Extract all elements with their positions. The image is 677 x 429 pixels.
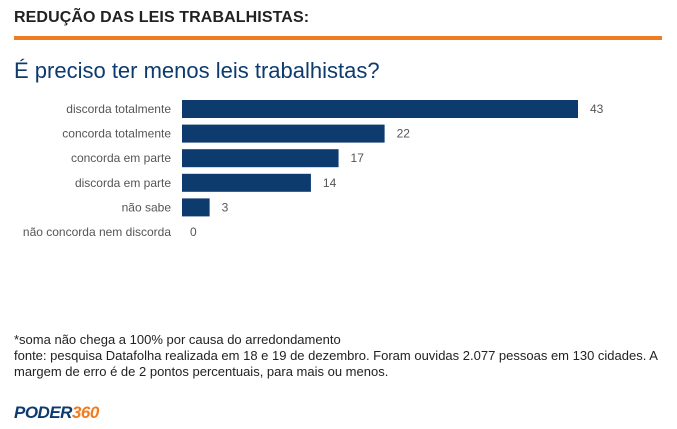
data-label: 14 xyxy=(323,176,337,190)
data-label: 22 xyxy=(397,127,411,141)
data-label: 43 xyxy=(590,102,604,116)
header-divider xyxy=(14,36,662,40)
bar xyxy=(182,124,385,143)
poder360-logo: PODER360 xyxy=(14,403,99,423)
logo-part-360: 360 xyxy=(71,403,99,422)
header-title: REDUÇÃO DAS LEIS TRABALHISTAS: xyxy=(14,9,310,26)
logo-part-poder: PODER xyxy=(14,403,72,422)
category-label: não sabe xyxy=(122,200,172,214)
bar-chart: discorda totalmente 43 concorda totalmente… xyxy=(23,100,604,239)
footnote: *soma não chega a 100% por causa do arre… xyxy=(14,332,664,380)
chart-title: É preciso ter menos leis trabalhistas? xyxy=(14,58,380,83)
category-label: concorda em parte xyxy=(71,151,171,165)
bar xyxy=(182,173,311,192)
category-label: discorda totalmente xyxy=(66,102,171,116)
category-label: discorda em parte xyxy=(75,176,171,190)
bar xyxy=(182,198,210,217)
category-label: concorda totalmente xyxy=(62,127,171,141)
data-label: 0 xyxy=(190,225,197,239)
rounding-note: *soma não chega a 100% por causa do arre… xyxy=(14,332,341,347)
bar xyxy=(182,100,578,118)
data-label: 3 xyxy=(222,200,229,214)
bar xyxy=(182,149,339,168)
source-note: fonte: pesquisa Datafolha realizada em 1… xyxy=(14,348,658,379)
data-label: 17 xyxy=(351,151,365,165)
category-label: não concorda nem discorda xyxy=(23,225,171,239)
